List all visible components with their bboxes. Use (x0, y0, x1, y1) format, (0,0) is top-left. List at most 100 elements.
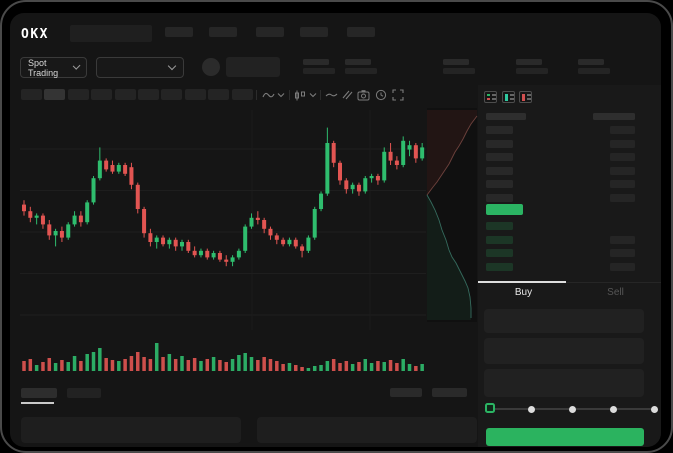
bid-amount-placeholder (610, 263, 635, 271)
stat-value-placeholder (443, 68, 475, 74)
market-type-selector[interactable]: Spot Trading (20, 57, 87, 78)
orderbook-amount-header (593, 113, 635, 120)
timeframe-button[interactable] (184, 89, 206, 100)
orderbook-bid-row[interactable] (478, 220, 648, 232)
slider-stop[interactable] (527, 405, 535, 413)
orderbook-view-asks-icon[interactable] (519, 91, 532, 103)
ask-amount-placeholder (610, 126, 635, 134)
tab-divider (566, 282, 661, 283)
chevron-down-icon[interactable] (309, 91, 317, 99)
toolbar-divider (320, 90, 321, 100)
nav-item-placeholder[interactable] (165, 27, 193, 37)
timeframe-button[interactable] (231, 89, 253, 100)
ask-amount-placeholder (610, 194, 635, 202)
stat-value-placeholder (578, 68, 610, 74)
slider-stop[interactable] (609, 405, 617, 413)
orderbook-ask-row[interactable] (478, 138, 648, 150)
stat-value-placeholder (303, 68, 335, 74)
timeframe-button[interactable] (91, 89, 113, 100)
draw-tools-icon[interactable] (341, 89, 353, 101)
bottom-tab-history[interactable] (67, 388, 101, 398)
orderbook-ask-row[interactable] (478, 151, 648, 163)
orderbook-view-bids-icon[interactable] (502, 91, 515, 103)
orderbook-ask-row[interactable] (478, 165, 648, 177)
stat-label-placeholder (516, 59, 542, 65)
orders-table-placeholder (257, 417, 477, 443)
ask-price-placeholder (486, 153, 513, 161)
nav-item-placeholder[interactable] (256, 27, 284, 37)
tab-sell[interactable]: Sell (607, 287, 624, 298)
nav-item-placeholder[interactable] (347, 27, 375, 37)
stat-label-placeholder (578, 59, 604, 65)
buy-submit-button[interactable] (486, 428, 644, 446)
timeframe-button[interactable] (138, 89, 159, 100)
bottom-active-tab-indicator (21, 402, 54, 404)
timeframe-button[interactable] (44, 89, 66, 100)
ask-price-placeholder (486, 194, 513, 202)
candle-style-icon[interactable] (294, 90, 306, 101)
bid-price-placeholder (486, 249, 513, 257)
toolbar-divider (289, 90, 290, 100)
price-field[interactable] (484, 309, 644, 333)
amount-field[interactable] (484, 338, 644, 364)
interval-clock-icon[interactable] (375, 89, 387, 101)
bottom-filter-placeholder[interactable] (390, 388, 422, 397)
bottom-tab-orders[interactable] (21, 388, 57, 398)
bid-amount-placeholder (610, 249, 635, 257)
ask-price-placeholder (486, 180, 513, 188)
timeframe-button[interactable] (161, 89, 183, 100)
bid-price-placeholder (486, 222, 513, 230)
orderbook-ask-row[interactable] (478, 124, 648, 136)
orderbook-bid-row[interactable] (478, 247, 648, 259)
ask-price-placeholder (486, 140, 513, 148)
wave-indicator-icon[interactable] (262, 89, 275, 101)
header-placeholder-bar (70, 25, 152, 42)
orderbook-ask-row[interactable] (478, 178, 648, 190)
orderbook-ask-row[interactable] (478, 192, 648, 204)
timeframe-button[interactable] (67, 89, 89, 100)
fullscreen-icon[interactable] (392, 89, 404, 101)
stat-label-placeholder (443, 59, 469, 65)
camera-icon[interactable] (357, 89, 370, 101)
slider-stop[interactable] (568, 405, 576, 413)
stat-label-placeholder (303, 59, 329, 65)
bottom-filter-placeholder[interactable] (432, 388, 467, 397)
nav-item-placeholder[interactable] (209, 27, 237, 37)
chevron-down-icon (167, 61, 177, 71)
bid-amount-placeholder (610, 236, 635, 244)
stat-value-placeholder (345, 68, 377, 74)
orders-table-placeholder (21, 417, 241, 443)
pair-name-placeholder (226, 57, 280, 77)
okx-logo: OKX (21, 27, 49, 42)
candlestick-chart[interactable] (18, 106, 478, 376)
tab-buy[interactable]: Buy (514, 287, 533, 298)
chevron-down-icon[interactable] (277, 91, 285, 99)
last-price-badge[interactable] (486, 204, 523, 215)
nav-item-placeholder[interactable] (300, 27, 328, 37)
orderbook-bid-row[interactable] (478, 261, 648, 273)
coin-icon (202, 58, 220, 76)
slider-stop[interactable] (650, 405, 658, 413)
bid-price-placeholder (486, 263, 513, 271)
slider-handle[interactable] (485, 403, 495, 413)
line-type-icon[interactable] (325, 89, 338, 101)
toolbar-divider (256, 90, 257, 100)
timeframe-button[interactable] (21, 89, 42, 100)
orderbook-price-header (486, 113, 526, 120)
ask-amount-placeholder (610, 167, 635, 175)
ask-price-placeholder (486, 126, 513, 134)
total-field[interactable] (484, 369, 644, 397)
bid-price-placeholder (486, 236, 513, 244)
ask-price-placeholder (486, 167, 513, 175)
ask-amount-placeholder (610, 140, 635, 148)
stat-label-placeholder (345, 59, 371, 65)
timeframe-button[interactable] (114, 89, 136, 100)
timeframe-button[interactable] (208, 89, 230, 100)
active-tab-indicator (478, 281, 566, 283)
orderbook-view-combined-icon[interactable] (484, 91, 497, 103)
stat-value-placeholder (516, 68, 548, 74)
orderbook-bid-row[interactable] (478, 234, 648, 246)
pair-dropdown[interactable] (96, 57, 184, 78)
market-type-label: Spot Trading (28, 57, 59, 78)
